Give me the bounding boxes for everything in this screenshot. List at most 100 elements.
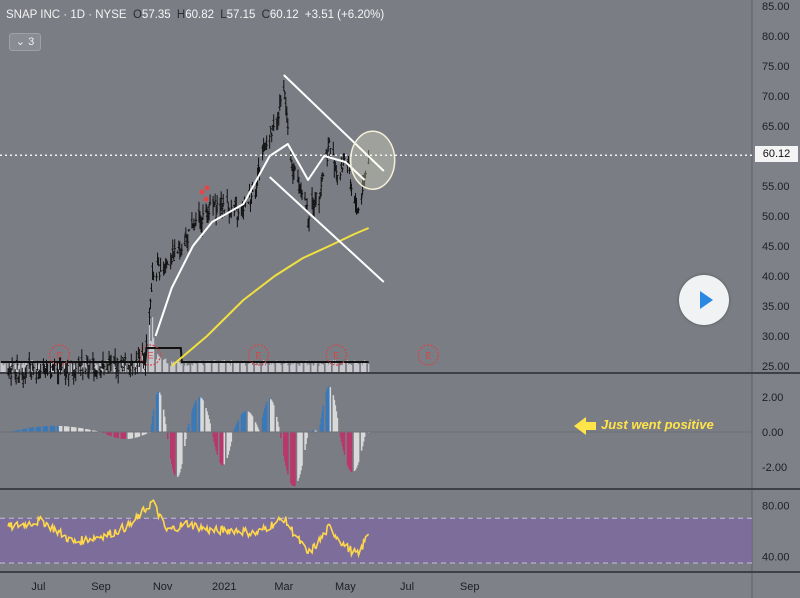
volume-bar (280, 364, 282, 372)
macd-bar (343, 432, 346, 455)
macd-bar (201, 398, 203, 432)
play-button[interactable] (679, 275, 729, 325)
macd-bar (286, 432, 288, 471)
volume-bar (271, 364, 273, 372)
macd-bar (268, 398, 271, 432)
volume-bar (291, 363, 293, 372)
arrow-left-icon (574, 417, 586, 435)
macd-bar (293, 432, 295, 487)
price-tick-label: 80.00 (762, 31, 790, 43)
x-tick-label: Sep (460, 581, 480, 593)
macd-bar (195, 400, 197, 432)
volume-bar (287, 365, 289, 372)
macd-tick-label: 0.00 (762, 427, 783, 439)
macd-bar (194, 402, 196, 432)
macd-bar (45, 426, 48, 432)
volume-bar (311, 363, 313, 372)
signal-dot (203, 196, 209, 202)
macd-bar (71, 426, 73, 432)
volume-bar (96, 364, 98, 372)
macd-bar (35, 426, 38, 432)
macd-bar (254, 422, 257, 432)
macd-bar (236, 422, 239, 432)
volume-bar (201, 363, 203, 372)
volume-bar (18, 363, 20, 372)
macd-bar (284, 432, 286, 461)
macd-bar (110, 432, 112, 437)
macd-bar (305, 432, 307, 445)
macd-bar (244, 411, 247, 432)
price-tick-label: 75.00 (762, 61, 790, 73)
volume-bar (294, 362, 296, 372)
macd-bar (103, 432, 105, 434)
macd-bar (354, 432, 357, 470)
macd-bar (178, 432, 180, 476)
volume-bar (234, 362, 237, 372)
macd-bar (136, 432, 139, 438)
volume-bar (276, 360, 278, 372)
macd-bar (158, 392, 161, 432)
volume-bar (293, 363, 295, 372)
x-tick-label: Jul (31, 581, 45, 593)
x-tick-label: 2021 (212, 581, 236, 593)
volume-bar (226, 362, 228, 372)
price-tick-label: 30.00 (762, 331, 790, 343)
macd-bar (300, 432, 302, 471)
x-tick-label: Sep (91, 581, 111, 593)
macd-bar (229, 432, 232, 447)
volume-bar (14, 364, 16, 372)
indicators-toggle-button[interactable]: ⌄ 3 (9, 33, 41, 51)
macd-bar (269, 399, 272, 432)
macd-bar (250, 414, 253, 432)
volume-bar (108, 360, 110, 372)
volume-bar (57, 363, 60, 372)
volume-bar (193, 362, 195, 372)
macd-bar (341, 432, 344, 447)
macd-bar (360, 432, 363, 451)
macd-tick-label: 2.00 (762, 392, 783, 404)
macd-bar (226, 432, 229, 458)
macd-bar (73, 427, 75, 432)
macd-bar (235, 424, 238, 432)
volume-bar (163, 359, 165, 372)
volume-bar (85, 360, 87, 372)
macd-bar (24, 428, 27, 432)
macd-bar (28, 427, 31, 432)
volume-bar (199, 360, 201, 372)
volume-bar (157, 355, 160, 372)
macd-bar (80, 428, 82, 432)
macd-bar (152, 409, 155, 432)
volume-bar (227, 361, 229, 372)
macd-bar (30, 427, 33, 432)
macd-bar (207, 415, 209, 432)
volume-bar (156, 354, 159, 372)
volume-bar (283, 363, 285, 372)
macd-bar (306, 432, 308, 439)
earnings-marker-glyph: E (425, 351, 431, 361)
volume-bar (214, 360, 216, 372)
macd-bar (353, 432, 356, 472)
price-tick-label: 45.00 (762, 241, 790, 253)
volume-bar (4, 363, 6, 372)
macd-bar (256, 426, 259, 432)
macd-bar (113, 432, 115, 438)
macd-bar (144, 432, 147, 435)
volume-bar (249, 360, 252, 372)
volume-bar (221, 360, 223, 372)
macd-bar (58, 425, 61, 432)
rsi-band (0, 518, 752, 564)
volume-bar (250, 362, 253, 372)
macd-bar (278, 426, 280, 432)
volume-bar (135, 363, 138, 372)
macd-bar (222, 432, 225, 466)
symbol-title: SNAP INC · 1D · NYSE (6, 9, 127, 21)
macd-bar (333, 399, 336, 432)
macd-bar (188, 423, 190, 432)
last-price-tag: 60.12 (755, 146, 798, 162)
volume-bar (244, 365, 247, 372)
volume-bar (209, 361, 211, 372)
macd-bar (107, 432, 109, 436)
macd-bar (60, 426, 63, 432)
volume-bar (251, 365, 254, 372)
